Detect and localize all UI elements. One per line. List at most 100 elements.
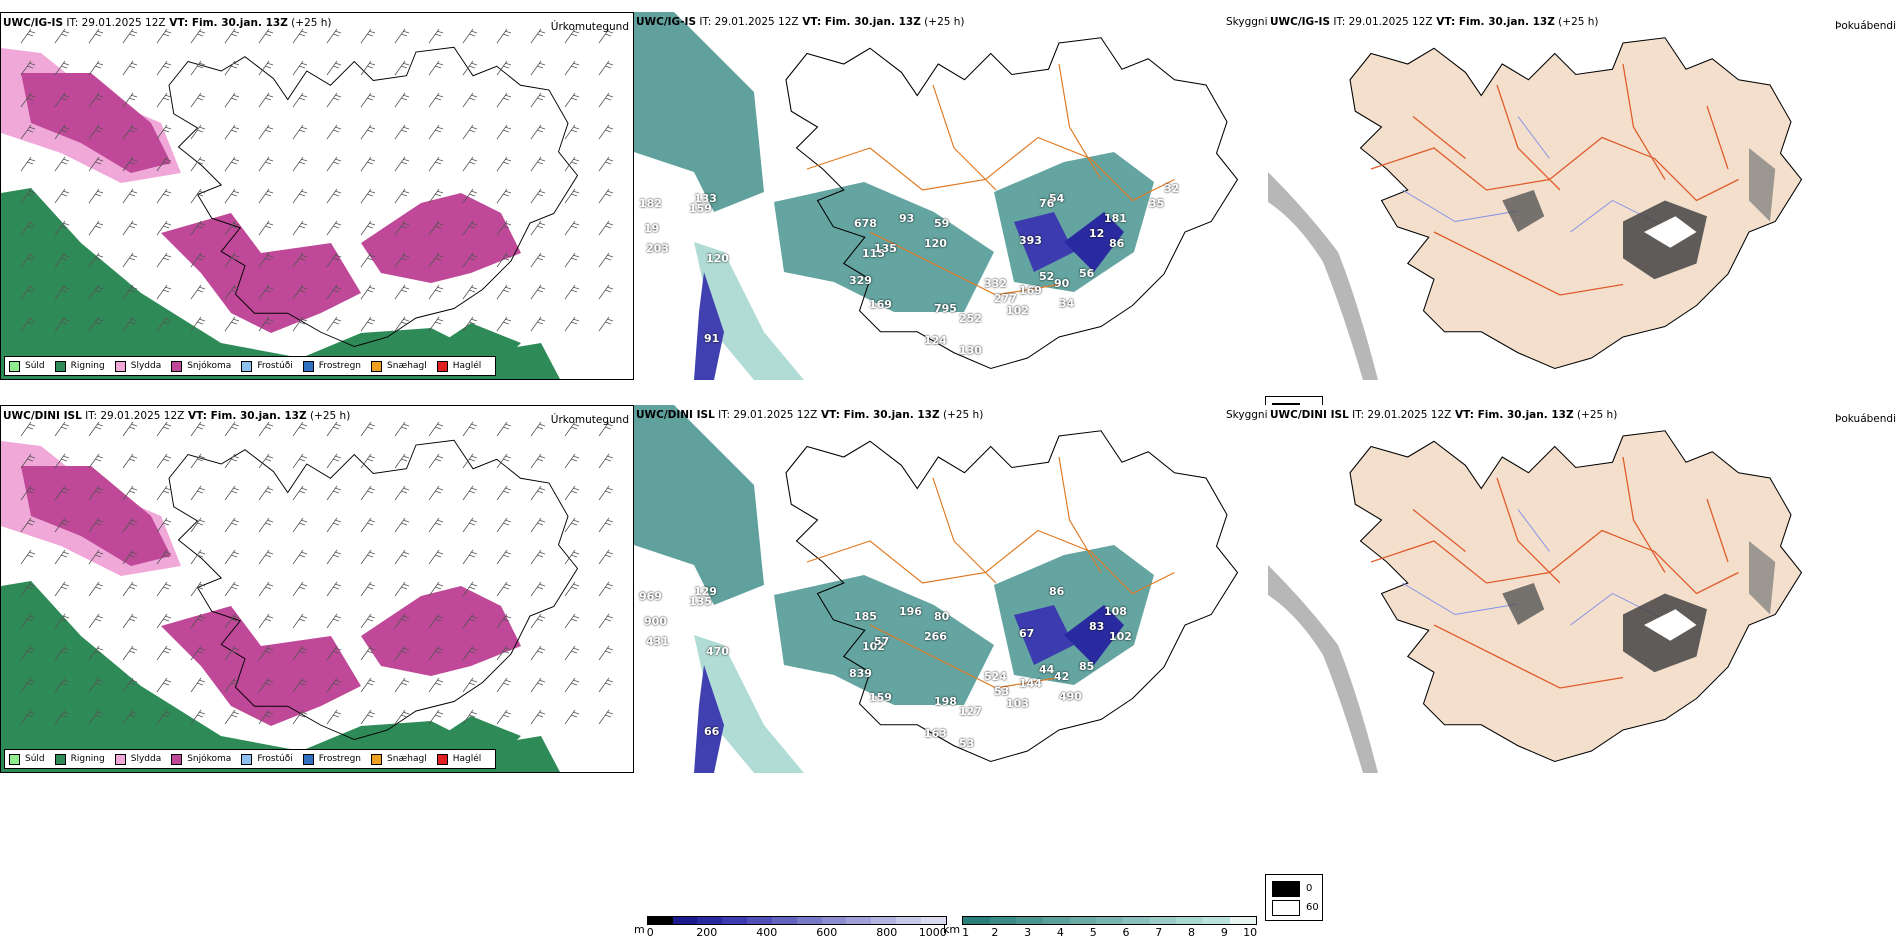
cloud-base-value: 52 (1039, 270, 1055, 283)
cloud-base-value: 470 (706, 645, 729, 658)
legend-label: Haglél (452, 361, 482, 371)
cloud-base-value: 185 (854, 610, 877, 623)
cloud-base-value: 57 (874, 635, 890, 648)
colorbar-step (747, 917, 772, 924)
cloud-base-value: 524 (984, 670, 1007, 683)
cloud-base-value: 34 (1059, 297, 1075, 310)
cloud-base-value: 120 (706, 252, 729, 265)
colorbar-step (672, 917, 698, 924)
legend-swatch (9, 753, 20, 765)
cloud-base-value: 169 (1019, 284, 1042, 297)
cloud-base-value: 56 (1079, 267, 1095, 280)
legend-swatch (171, 360, 183, 372)
fog-legend-label: 60 (1306, 902, 1319, 913)
colorbar-tick: 200 (696, 926, 718, 939)
colorbar-step (1176, 917, 1203, 924)
colorbar-tick: 400 (756, 926, 778, 939)
legend-item: Haglél (436, 360, 482, 372)
colorbar-step (1229, 917, 1257, 924)
colorbar-tick: 1 (962, 926, 970, 939)
legend-swatch (241, 753, 253, 765)
legend-item: Súld (9, 360, 45, 372)
cloud-base-value: 678 (854, 217, 877, 230)
header-vt-value: Fim. 30.jan. 13Z (839, 409, 940, 421)
cloud-visibility-map: UWC/IG-IS IT: 29.01.2025 12Z VT: Fim. 30… (634, 12, 1270, 380)
header-it-value: 29.01.2025 12Z (711, 16, 799, 28)
cloud-base-value: 135 (689, 595, 712, 608)
legend-label: Súld (25, 754, 45, 764)
header-vt-label: VT: (817, 409, 840, 421)
header-it-value: 29.01.2025 12Z (730, 409, 818, 421)
legend-swatch (9, 360, 20, 372)
legend-swatch (114, 360, 126, 372)
cloud-base-value: 329 (849, 274, 872, 287)
legend-swatch (302, 753, 314, 765)
header-it-value: 29.01.2025 12Z (1345, 16, 1433, 28)
cloud-base-value: 969 (639, 590, 662, 603)
header-vt-value: Fim. 30.jan. 13Z (1455, 16, 1555, 28)
cloud-base-value: 196 (899, 605, 922, 618)
header-vt-label: VT: (184, 410, 207, 422)
cloud-base-value: 490 (1059, 690, 1082, 703)
panel-header: UWC/DINI ISL IT: 29.01.2025 12Z VT: Fim.… (636, 409, 983, 421)
header-vt-label: VT: (165, 17, 189, 29)
cloud-base-value: 91 (704, 332, 720, 345)
cloud-base-value: 59 (934, 217, 950, 230)
legend-item: Slydda (114, 753, 161, 765)
colorbar-tick: 600 (816, 926, 838, 939)
cloud-base-value: 127 (959, 705, 982, 718)
cloud-base-value: 431 (646, 635, 669, 648)
header-vt-label: VT: (1432, 16, 1456, 28)
cloud-base-value: 102 (1006, 304, 1029, 317)
legend-label: Frostregn (318, 754, 362, 764)
header-lead: (+25 h) (1554, 16, 1599, 28)
legend-item: Haglél (436, 753, 481, 765)
cloud-base-value: 203 (646, 242, 669, 255)
colorbar-tick: 4 (1056, 926, 1064, 939)
colorbar-step (722, 917, 748, 924)
cloud-base-value: 19 (644, 222, 660, 235)
colorbar-tick: 2 (991, 926, 999, 939)
precip-legend: Súld Rigning Slydda Snjókoma Frostúði Frostre… (4, 356, 497, 376)
panel-header: UWC/DINI ISL IT: 29.01.2025 12Z VT: Fim.… (3, 410, 350, 422)
header-it-label: IT: (1330, 16, 1346, 28)
colorbar-tick: 6 (1122, 926, 1130, 939)
cloud-base-value: 169 (869, 298, 892, 311)
fog-indicator-map: UWC/DINI ISL IT: 29.01.2025 12Z VT: Fim.… (1268, 405, 1900, 773)
colorbar-step (1122, 917, 1150, 924)
legend-label: Súld (25, 361, 45, 371)
precip-type-map: UWC/DINI ISL IT: 29.01.2025 12Z VT: Fim.… (0, 405, 634, 773)
colorbar-tick: 9 (1220, 926, 1228, 939)
cloud-base-value: 42 (1054, 670, 1070, 683)
legend-item: Slydda (114, 360, 162, 372)
colorbar-step (846, 917, 872, 924)
cloud-base-value: 80 (934, 610, 950, 623)
cloud-base-value: 181 (1104, 212, 1127, 225)
fog-legend-swatch (1272, 881, 1300, 897)
legend-item: Snæhagl (371, 753, 427, 765)
fog-legend-swatch (1272, 900, 1300, 916)
colorbar-step (989, 917, 1017, 924)
colorbar-step (920, 917, 946, 924)
header-model: UWC/IG-IS (3, 17, 64, 29)
header-model: UWC/DINI ISL (3, 410, 82, 422)
fog-indicator-map: UWC/IG-IS IT: 29.01.2025 12Z VT: Fim. 30… (1268, 12, 1900, 380)
cloud-base-value: 795 (934, 302, 957, 315)
cloud-base-value: 135 (874, 242, 897, 255)
header-lead: (+25 h) (287, 17, 332, 29)
legend-swatch (436, 360, 448, 372)
cloud-title: Skyggni (1226, 16, 1268, 28)
cloud-base-value: 35 (1149, 197, 1165, 210)
header-model: UWC/IG-IS (636, 16, 697, 28)
colorbar-step (963, 917, 990, 924)
cloud-base-value: 182 (639, 197, 662, 210)
colorbar-tick: 0 (646, 926, 654, 939)
cloud-base-value: 393 (1019, 234, 1042, 247)
cloud-base-value: 93 (899, 212, 915, 225)
legend-label: Slydda (130, 361, 162, 371)
cloud-base-value: 54 (1049, 192, 1065, 205)
colorbar-step (1016, 917, 1044, 924)
panel-header: UWC/IG-IS IT: 29.01.2025 12Z VT: Fim. 30… (3, 17, 332, 29)
